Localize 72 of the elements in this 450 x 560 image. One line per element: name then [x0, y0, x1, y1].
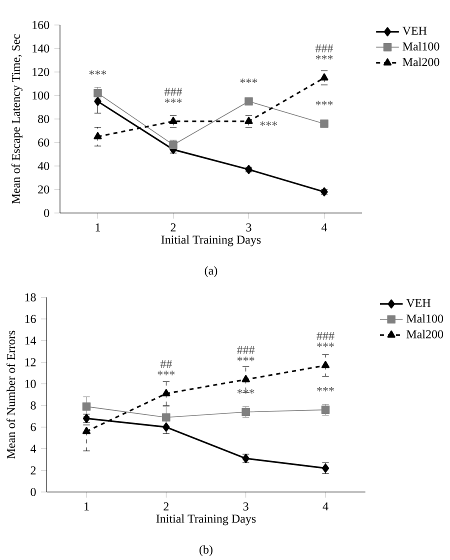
y-tick-label: 20 [38, 185, 50, 194]
annotation: *** [158, 370, 175, 376]
x-tick-label: 4 [322, 502, 328, 510]
y-tick-label: 12 [25, 358, 36, 366]
x-axis-title: Initial Training Days [161, 235, 261, 246]
y-tick-label: 100 [32, 91, 50, 100]
point [245, 164, 252, 174]
annotation: ### [164, 88, 182, 96]
legend-label: VEH [402, 26, 427, 35]
point [321, 360, 330, 368]
y-tick-label: 140 [32, 44, 50, 53]
y-axis-title: Mean of Escape Latency Time, Sec [11, 34, 22, 204]
point [244, 97, 253, 106]
y-tick-label: 0 [30, 488, 36, 496]
y-tick-label: 18 [25, 293, 36, 302]
legend-label: VEH [406, 299, 431, 308]
annotation: ### [237, 346, 255, 354]
point [320, 187, 328, 196]
annotation: *** [240, 78, 258, 83]
y-tick-label: 10 [25, 380, 36, 388]
y-tick-label: 8 [30, 401, 36, 410]
annotation: *** [237, 389, 254, 394]
legend-label: Mal100 [402, 42, 440, 50]
x-tick-label: 3 [243, 502, 248, 510]
point [162, 413, 170, 422]
point [320, 120, 328, 128]
point [244, 116, 253, 124]
x-tick-label: 2 [164, 502, 168, 510]
legend-label: Mal200 [406, 330, 444, 338]
text: (a) [204, 266, 218, 278]
annotation: *** [317, 387, 334, 392]
x-tick-label: 2 [170, 223, 176, 232]
point [82, 426, 91, 434]
x-tick-label: 1 [96, 223, 100, 232]
annotation: *** [260, 121, 278, 126]
y-tick-label: 80 [38, 114, 50, 124]
annotation: *** [89, 70, 106, 75]
x-tick-label: 3 [246, 223, 252, 232]
point [162, 389, 170, 396]
y-axis-title: Mean of Number of Errors [6, 330, 16, 459]
point [320, 73, 328, 81]
y-tick-label: 16 [25, 314, 36, 323]
y-tick-label: 40 [38, 162, 50, 170]
legend-label: Mal200 [402, 58, 440, 66]
annotation: ### [315, 44, 334, 52]
x-tick-label: 1 [84, 502, 89, 510]
annotation: *** [164, 98, 182, 103]
y-tick-label: 4 [30, 444, 36, 453]
annotation: *** [317, 342, 334, 348]
point [94, 132, 102, 140]
point [169, 140, 178, 149]
annotation: ### [316, 332, 334, 340]
annotation: ## [160, 360, 172, 368]
x-axis-title: Initial Training Days [156, 514, 256, 526]
y-tick-label: 60 [38, 138, 50, 147]
point [169, 116, 178, 124]
y-tick-label: 6 [30, 423, 36, 432]
x-tick-label: 4 [321, 223, 328, 232]
annotation: *** [316, 100, 333, 106]
y-tick-label: 14 [25, 336, 36, 345]
annotation: *** [316, 55, 333, 60]
text: (b) [200, 545, 212, 556]
point [82, 402, 91, 411]
point [94, 96, 102, 106]
y-tick-label: 2 [30, 466, 36, 474]
point [162, 422, 170, 432]
y-tick-label: 160 [32, 20, 50, 30]
annotation: *** [237, 356, 254, 362]
y-tick-label: 120 [32, 68, 50, 76]
y-tick-label: 0 [44, 208, 50, 218]
legend-label: Mal100 [406, 314, 444, 323]
point [242, 374, 250, 382]
